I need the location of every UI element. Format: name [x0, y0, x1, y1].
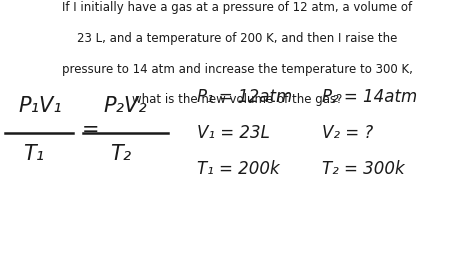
Text: If I initially have a gas at a pressure of 12 atm, a volume of: If I initially have a gas at a pressure … — [62, 1, 412, 14]
Text: P₁V₁: P₁V₁ — [18, 96, 62, 117]
Text: T₂ = 300k: T₂ = 300k — [322, 160, 405, 178]
Text: =: = — [82, 120, 99, 140]
Text: what is the new volume of the gas?: what is the new volume of the gas? — [132, 93, 342, 106]
Text: T₁: T₁ — [24, 144, 45, 164]
Text: V₁ = 23L: V₁ = 23L — [197, 124, 270, 142]
Text: 23 L, and a temperature of 200 K, and then I raise the: 23 L, and a temperature of 200 K, and th… — [77, 32, 397, 45]
Text: pressure to 14 atm and increase the temperature to 300 K,: pressure to 14 atm and increase the temp… — [62, 63, 412, 76]
Text: T₂: T₂ — [110, 144, 131, 164]
Text: P₁ = 12atm: P₁ = 12atm — [197, 88, 292, 106]
Text: V₂ = ?: V₂ = ? — [322, 124, 374, 142]
Text: P₂ = 14atm: P₂ = 14atm — [322, 88, 418, 106]
Text: T₁ = 200k: T₁ = 200k — [197, 160, 279, 178]
Text: P₂V₂: P₂V₂ — [104, 96, 147, 117]
